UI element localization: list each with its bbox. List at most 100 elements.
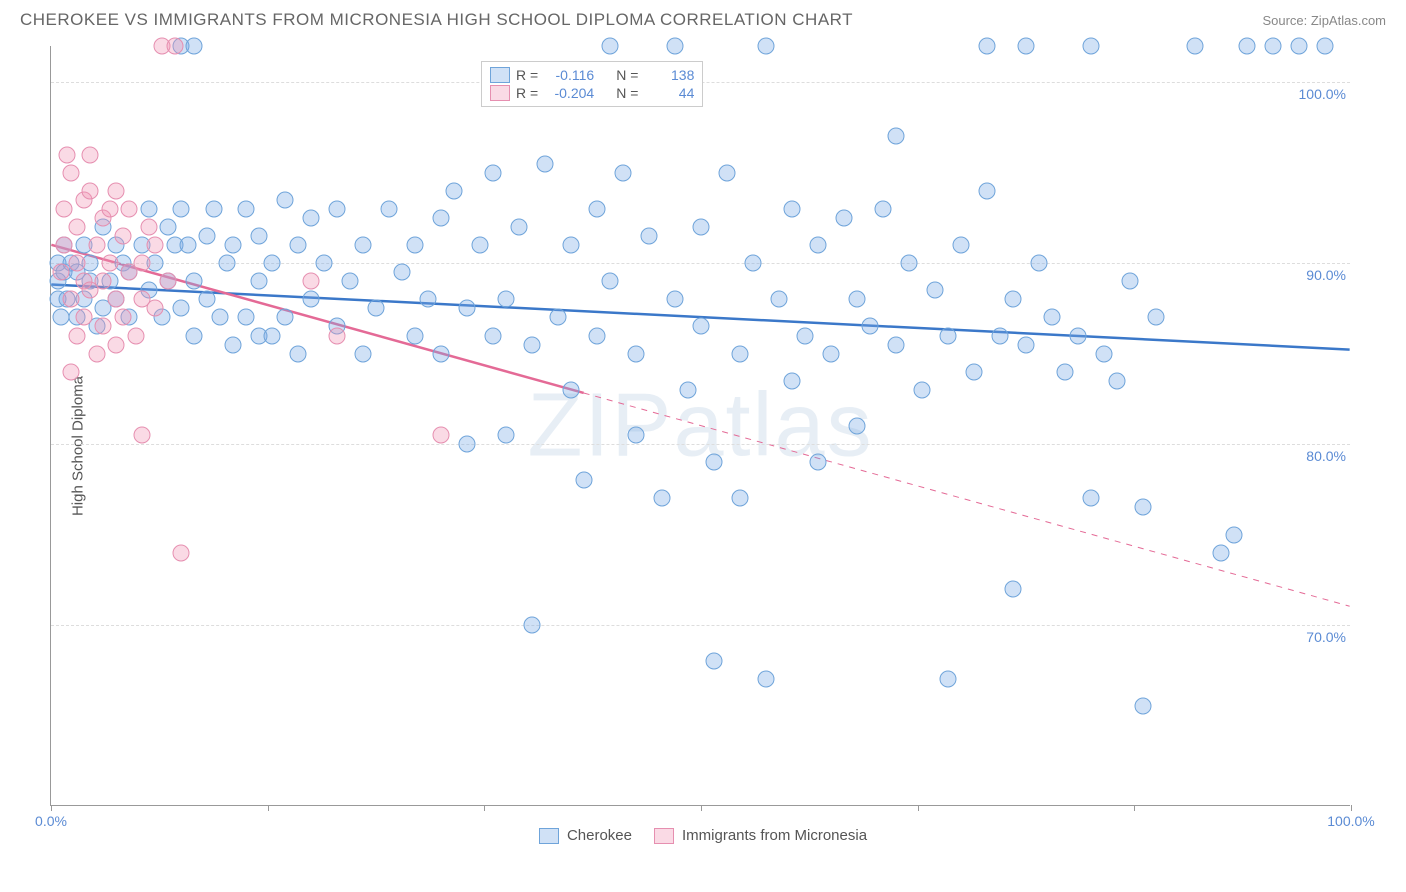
legend-item: Cherokee (539, 827, 632, 844)
data-point (127, 327, 144, 344)
n-value: 138 (644, 67, 694, 83)
data-point (615, 164, 632, 181)
data-point (771, 291, 788, 308)
data-point (758, 671, 775, 688)
data-point (140, 218, 157, 235)
data-point (225, 237, 242, 254)
data-point (147, 237, 164, 254)
data-point (53, 309, 70, 326)
data-point (82, 182, 99, 199)
data-point (654, 490, 671, 507)
data-point (563, 237, 580, 254)
y-tick-label: 70.0% (1306, 629, 1350, 645)
data-point (550, 309, 567, 326)
data-point (524, 617, 541, 634)
data-point (62, 363, 79, 380)
data-point (784, 372, 801, 389)
data-point (1291, 38, 1308, 55)
data-point (485, 327, 502, 344)
x-tick (701, 805, 702, 811)
data-point (95, 318, 112, 335)
data-point (706, 454, 723, 471)
legend-swatch (490, 85, 510, 101)
data-point (693, 218, 710, 235)
data-point (53, 264, 70, 281)
data-point (88, 345, 105, 362)
chart-container: High School Diploma ZIPatlas R =-0.116N … (0, 36, 1406, 856)
data-point (680, 381, 697, 398)
legend-swatch (490, 67, 510, 83)
data-point (563, 381, 580, 398)
data-point (114, 228, 131, 245)
data-point (160, 273, 177, 290)
data-point (576, 472, 593, 489)
data-point (1070, 327, 1087, 344)
data-point (940, 671, 957, 688)
data-point (303, 273, 320, 290)
data-point (693, 318, 710, 335)
data-point (355, 345, 372, 362)
r-value: -0.116 (544, 67, 594, 83)
data-point (381, 200, 398, 217)
data-point (927, 282, 944, 299)
data-point (719, 164, 736, 181)
source-attribution: Source: ZipAtlas.com (1262, 13, 1386, 28)
legend-label: Cherokee (567, 827, 632, 844)
data-point (56, 200, 73, 217)
data-point (277, 309, 294, 326)
data-point (420, 291, 437, 308)
data-point (329, 327, 346, 344)
data-point (199, 228, 216, 245)
data-point (1148, 309, 1165, 326)
data-point (290, 237, 307, 254)
data-point (1096, 345, 1113, 362)
n-label: N = (616, 85, 638, 101)
data-point (745, 255, 762, 272)
data-point (69, 327, 86, 344)
data-point (329, 200, 346, 217)
data-point (114, 309, 131, 326)
data-point (485, 164, 502, 181)
data-point (901, 255, 918, 272)
data-point (88, 237, 105, 254)
data-point (823, 345, 840, 362)
data-point (706, 653, 723, 670)
data-point (1005, 291, 1022, 308)
r-value: -0.204 (544, 85, 594, 101)
data-point (940, 327, 957, 344)
data-point (433, 345, 450, 362)
data-point (628, 427, 645, 444)
legend-item: Immigrants from Micronesia (654, 827, 867, 844)
data-point (407, 327, 424, 344)
data-point (62, 164, 79, 181)
data-point (212, 309, 229, 326)
data-point (758, 38, 775, 55)
y-tick-label: 80.0% (1306, 448, 1350, 464)
data-point (251, 228, 268, 245)
stats-legend-row: R =-0.204N =44 (490, 84, 694, 102)
n-label: N = (616, 67, 638, 83)
data-point (797, 327, 814, 344)
data-point (1018, 336, 1035, 353)
r-label: R = (516, 85, 538, 101)
data-point (732, 345, 749, 362)
chart-title: CHEROKEE VS IMMIGRANTS FROM MICRONESIA H… (20, 10, 853, 30)
data-point (173, 544, 190, 561)
data-point (1005, 580, 1022, 597)
data-point (134, 427, 151, 444)
data-point (914, 381, 931, 398)
data-point (875, 200, 892, 217)
data-point (108, 182, 125, 199)
stats-legend-row: R = -0.116 N = 138 (490, 66, 694, 84)
legend-swatch (539, 828, 559, 844)
data-point (75, 309, 92, 326)
r-label: R = (516, 67, 538, 83)
y-tick-label: 90.0% (1306, 267, 1350, 283)
data-point (303, 209, 320, 226)
data-point (966, 363, 983, 380)
data-point (238, 200, 255, 217)
gridline (51, 625, 1350, 626)
data-point (1239, 38, 1256, 55)
plot-area: ZIPatlas R =-0.116N =138R =-0.204N =44 7… (50, 46, 1350, 806)
data-point (784, 200, 801, 217)
